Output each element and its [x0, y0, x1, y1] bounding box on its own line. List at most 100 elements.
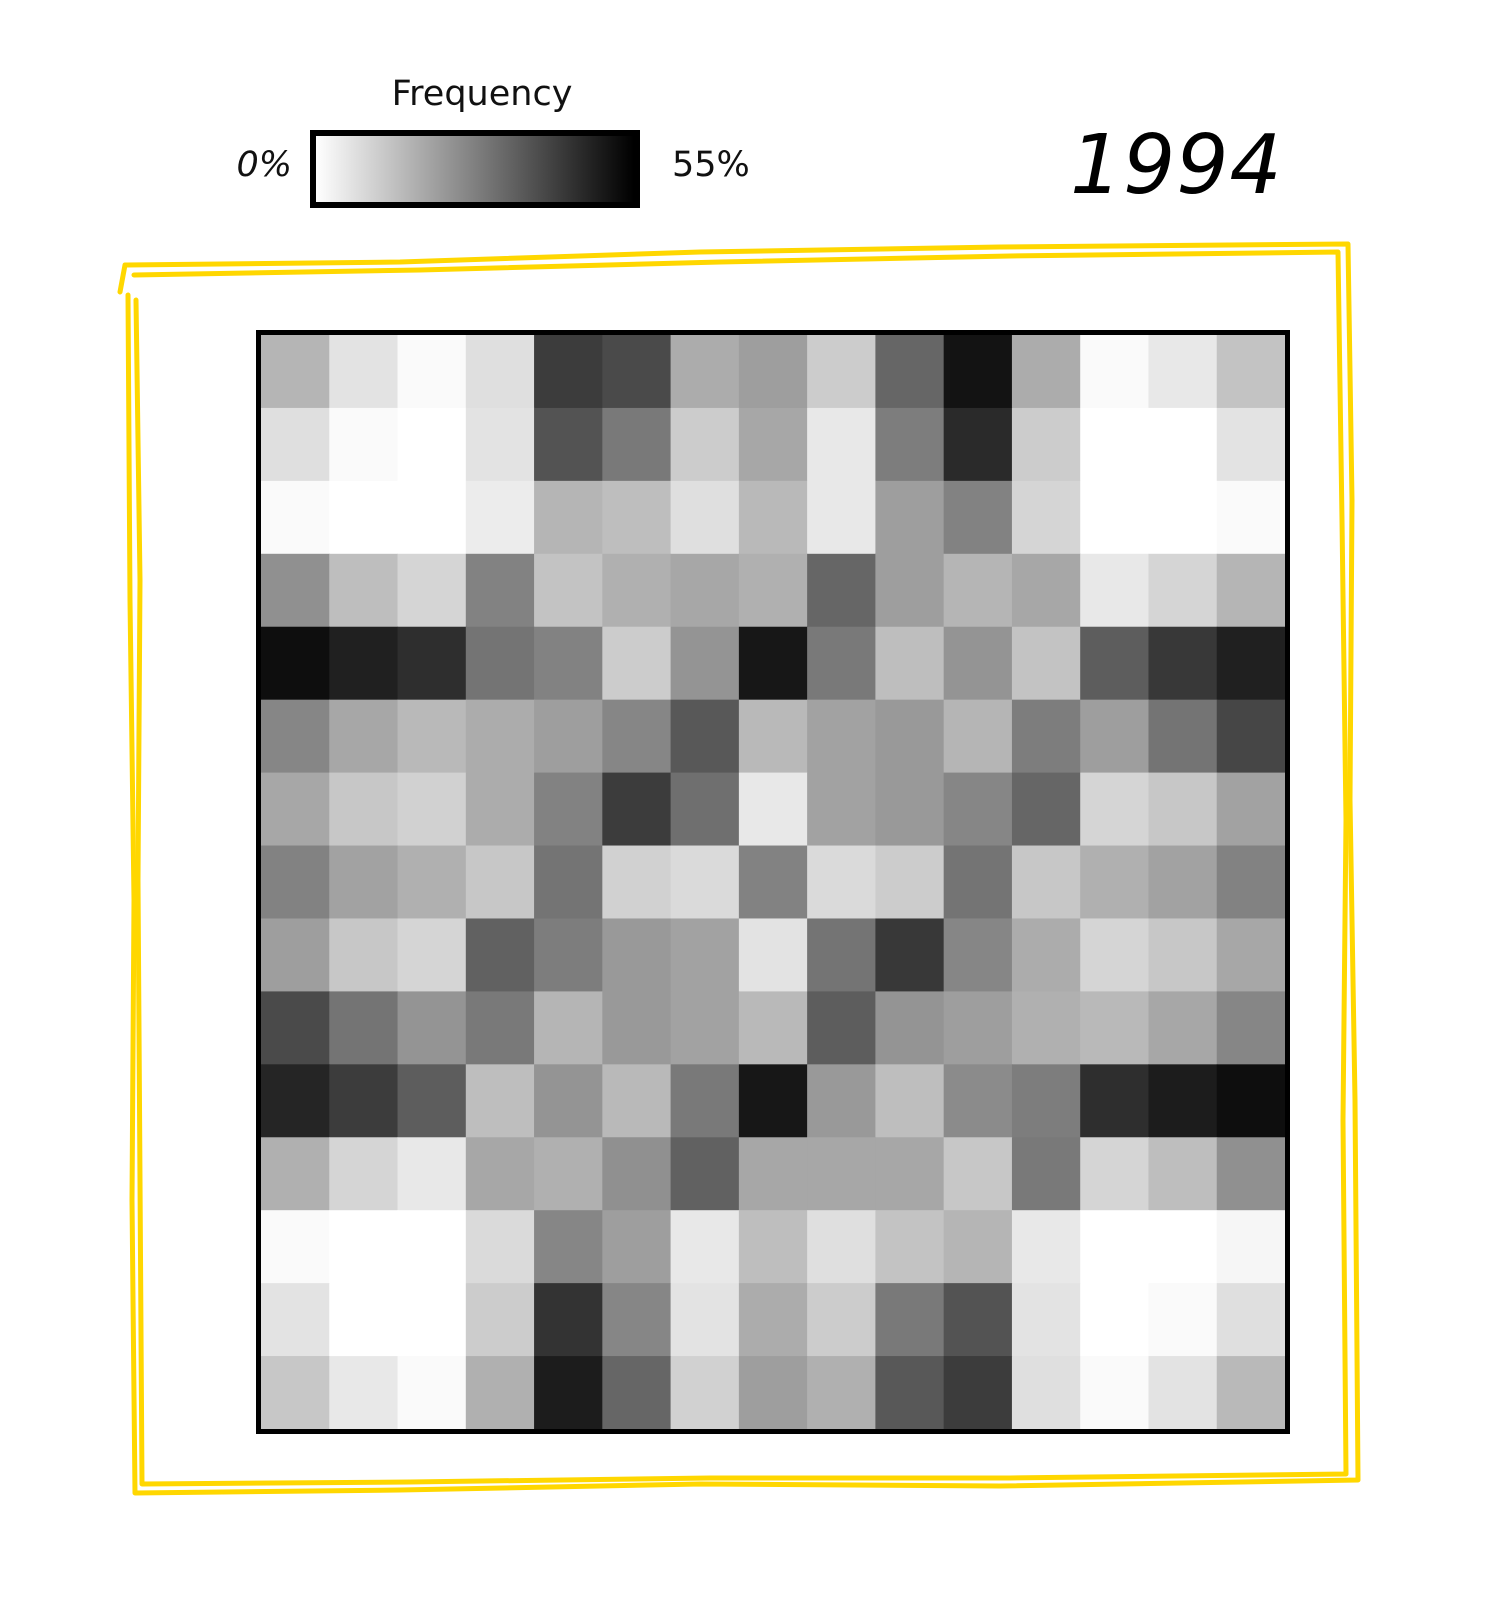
heatmap-cell-r4-c5	[602, 626, 672, 701]
heatmap-cell-r12-c0	[261, 1210, 330, 1284]
heatmap-cell-r5-c13	[1148, 699, 1218, 774]
heatmap-cell-r9-c14	[1216, 991, 1285, 1065]
heatmap-cell-r4-c10	[943, 626, 1013, 701]
heatmap-cell-r11-c3	[465, 1137, 535, 1211]
heatmap-cell-r6-c2	[397, 772, 467, 847]
heatmap-cell-r13-c3	[465, 1283, 535, 1357]
heatmap-cell-r5-c10	[943, 699, 1013, 774]
highlight-stroke-inner	[131, 249, 1349, 1487]
heatmap-cell-r12-c10	[943, 1210, 1013, 1284]
heatmap-cell-r6-c4	[534, 772, 603, 847]
heatmap-cell-r0-c1	[329, 335, 399, 409]
heatmap-cell-r2-c1	[329, 480, 399, 555]
heatmap-cell-r11-c7	[738, 1137, 808, 1211]
heatmap-cell-r8-c3	[465, 918, 535, 992]
heatmap-cell-r10-c11	[1011, 1064, 1081, 1138]
heatmap-cell-r12-c1	[329, 1210, 399, 1284]
heatmap-cell-r4-c0	[261, 626, 330, 701]
heatmap-cell-r8-c14	[1216, 918, 1285, 992]
heatmap-cell-r4-c12	[1080, 626, 1150, 701]
heatmap-cell-r8-c4	[534, 918, 603, 992]
heatmap-cell-r7-c7	[738, 845, 808, 920]
heatmap-cell-r10-c2	[397, 1064, 467, 1138]
heatmap-cell-r14-c8	[807, 1356, 876, 1429]
heatmap-cell-r12-c11	[1011, 1210, 1081, 1284]
heatmap-cell-r4-c1	[329, 626, 399, 701]
heatmap-cell-r1-c0	[261, 407, 330, 482]
heatmap-cell-r11-c1	[329, 1137, 399, 1211]
heatmap-cell-r8-c10	[943, 918, 1013, 992]
heatmap-cell-r11-c9	[875, 1137, 945, 1211]
heatmap-cell-r3-c3	[465, 553, 535, 628]
heatmap-cell-r9-c11	[1011, 991, 1081, 1065]
heatmap-cell-r13-c2	[397, 1283, 467, 1357]
heatmap-cell-r7-c13	[1148, 845, 1218, 920]
heatmap-cell-r2-c10	[943, 480, 1013, 555]
heatmap-cell-r4-c6	[670, 626, 740, 701]
heatmap-cell-r2-c14	[1216, 480, 1285, 555]
heatmap-cell-r6-c7	[738, 772, 808, 847]
heatmap-cell-r4-c7	[738, 626, 808, 701]
heatmap-cell-r7-c4	[534, 845, 603, 920]
heatmap-cell-r10-c7	[738, 1064, 808, 1138]
heatmap-cell-r7-c2	[397, 845, 467, 920]
heatmap-cell-r9-c2	[397, 991, 467, 1065]
heatmap-cell-r13-c4	[534, 1283, 603, 1357]
heatmap-cell-r7-c9	[875, 845, 945, 920]
heatmap-cell-r1-c6	[670, 407, 740, 482]
heatmap-cell-r0-c4	[534, 335, 603, 409]
heatmap-cell-r8-c1	[329, 918, 399, 992]
heatmap-cell-r4-c2	[397, 626, 467, 701]
heatmap-cell-r3-c4	[534, 553, 603, 628]
heatmap-cell-r8-c2	[397, 918, 467, 992]
heatmap-cell-r14-c10	[943, 1356, 1013, 1429]
heatmap-cell-r7-c5	[602, 845, 672, 920]
heatmap-cell-r14-c0	[261, 1356, 330, 1429]
heatmap-cell-r5-c8	[807, 699, 876, 774]
heatmap-cell-r0-c11	[1011, 335, 1081, 409]
heatmap-cell-r1-c2	[397, 407, 467, 482]
heatmap-cell-r12-c13	[1148, 1210, 1218, 1284]
heatmap-cell-r9-c4	[534, 991, 603, 1065]
heatmap-cell-r11-c4	[534, 1137, 603, 1211]
heatmap-cell-r0-c8	[807, 335, 876, 409]
heatmap-cell-r14-c5	[602, 1356, 672, 1429]
heatmap-cell-r11-c8	[807, 1137, 876, 1211]
heatmap-cell-r12-c14	[1216, 1210, 1285, 1284]
heatmap-cell-r13-c11	[1011, 1283, 1081, 1357]
heatmap-cell-r9-c13	[1148, 991, 1218, 1065]
heatmap-cell-r14-c9	[875, 1356, 945, 1429]
heatmap-cell-r3-c10	[943, 553, 1013, 628]
heatmap-cell-r10-c13	[1148, 1064, 1218, 1138]
heatmap-cell-r13-c7	[738, 1283, 808, 1357]
heatmap-cell-r5-c12	[1080, 699, 1150, 774]
heatmap-cell-r6-c6	[670, 772, 740, 847]
heatmap-cell-r14-c4	[534, 1356, 603, 1429]
heatmap-cell-r6-c8	[807, 772, 876, 847]
heatmap-cell-r13-c13	[1148, 1283, 1218, 1357]
heatmap-cell-r10-c5	[602, 1064, 672, 1138]
heatmap-cell-r9-c6	[670, 991, 740, 1065]
heatmap-cell-r3-c7	[738, 553, 808, 628]
heatmap-cell-r2-c4	[534, 480, 603, 555]
heatmap-cell-r14-c2	[397, 1356, 467, 1429]
heatmap-cell-r5-c6	[670, 699, 740, 774]
heatmap-cell-r0-c13	[1148, 335, 1218, 409]
heatmap-cell-r0-c3	[465, 335, 535, 409]
heatmap-cell-r3-c9	[875, 553, 945, 628]
heatmap-cell-r1-c10	[943, 407, 1013, 482]
heatmap-cell-r3-c1	[329, 553, 399, 628]
heatmap-cell-r3-c6	[670, 553, 740, 628]
heatmap-cell-r0-c0	[261, 335, 330, 409]
heatmap-cell-r13-c1	[329, 1283, 399, 1357]
heatmap-cell-r1-c13	[1148, 407, 1218, 482]
heatmap-cell-r2-c11	[1011, 480, 1081, 555]
heatmap-cell-r0-c14	[1216, 335, 1285, 409]
heatmap-cell-r12-c6	[670, 1210, 740, 1284]
heatmap-cell-r13-c6	[670, 1283, 740, 1357]
heatmap-cell-r7-c1	[329, 845, 399, 920]
heatmap-cell-r0-c12	[1080, 335, 1150, 409]
heatmap-cell-r5-c7	[738, 699, 808, 774]
heatmap-cell-r9-c9	[875, 991, 945, 1065]
